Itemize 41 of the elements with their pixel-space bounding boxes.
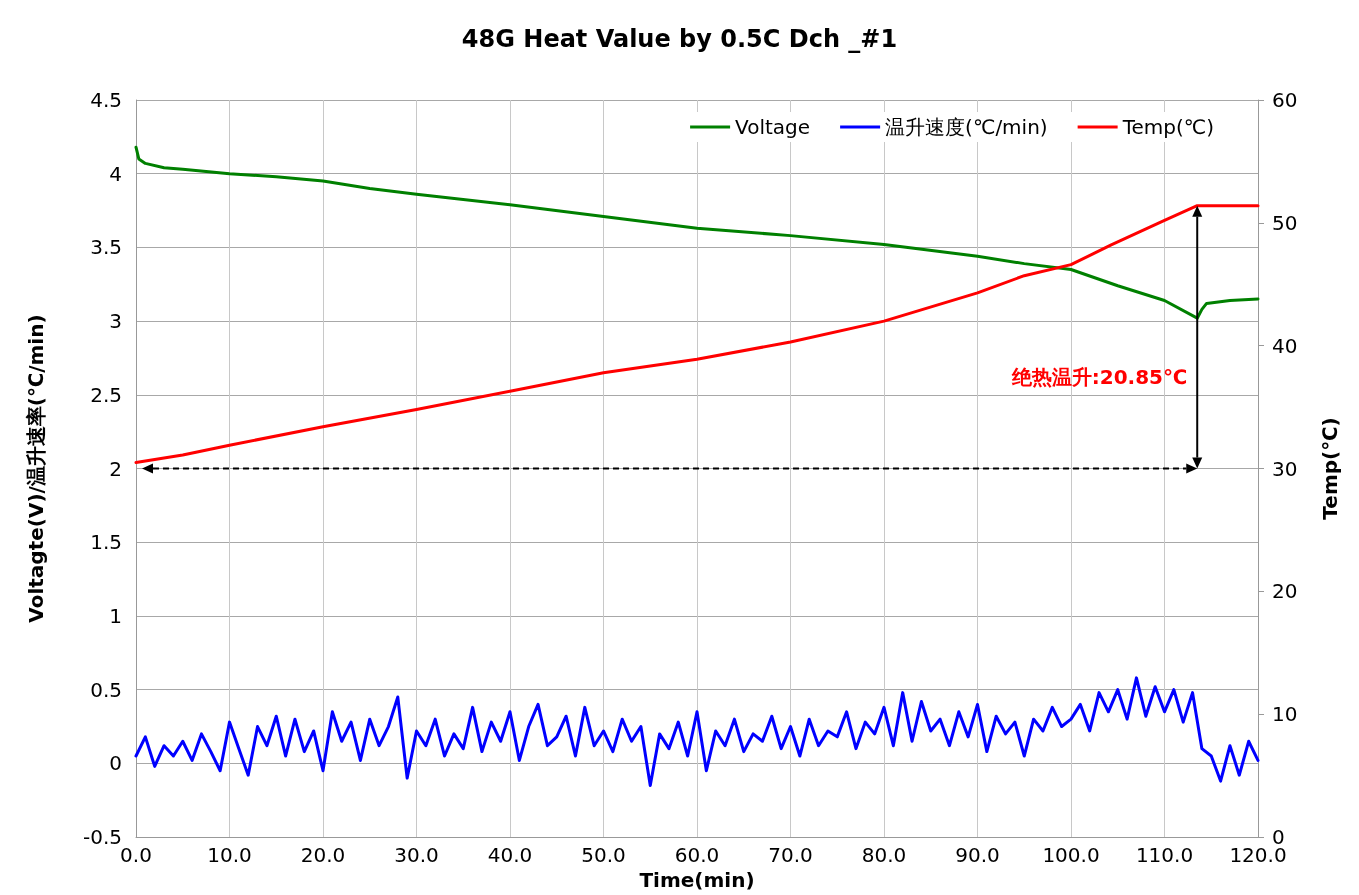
- y-tick-label: 3: [109, 309, 122, 334]
- x-tick-label: 100.0: [1042, 843, 1100, 868]
- y2-tick-label: 60: [1272, 88, 1298, 112]
- line-series: [134, 676, 1260, 787]
- y2-axis-title: Temp(℃): [1318, 417, 1342, 520]
- x-tick-label: 30.0: [394, 843, 439, 868]
- line-series: [134, 204, 1260, 464]
- y-tick-label: 1.5: [90, 530, 122, 555]
- x-tick-label: 10.0: [207, 843, 252, 868]
- legend-label: Voltage: [735, 115, 811, 139]
- y-tick-label: 4.5: [90, 88, 122, 112]
- y-tick-label: 1: [109, 603, 122, 628]
- y-tick-label: 0.5: [90, 677, 122, 702]
- x-tick-label: 40.0: [487, 843, 533, 868]
- x-tick-label: 0.0: [120, 843, 152, 868]
- x-tick-label: 60.0: [674, 843, 720, 868]
- y-tick-label: 2: [109, 456, 122, 481]
- y2-tick-label: 30: [1272, 456, 1298, 481]
- x-tick-label: 80.0: [861, 843, 907, 868]
- y2-tick-label: 50: [1272, 210, 1298, 235]
- x-tick-label: 50.0: [581, 843, 626, 868]
- line-series: [134, 145, 1260, 320]
- y-tick-label: 4: [109, 161, 122, 186]
- x-tick-label: 20.0: [300, 843, 346, 868]
- x-tick-label: 70.0: [768, 843, 813, 868]
- legend-label: 温升速度(℃/min): [885, 115, 1048, 139]
- y2-tick-label: 20: [1272, 579, 1298, 604]
- annotation: 绝热温升:20.85℃: [1010, 365, 1188, 390]
- y2-tick-label: 40: [1272, 333, 1298, 358]
- y-tick-label: 3.5: [90, 235, 122, 260]
- chart-title: 48G Heat Value by 0.5C Dch _#1: [461, 25, 898, 53]
- y-axis-title: Voltagte(V)/温升速率(℃/min): [24, 314, 48, 623]
- x-axis-title: Time(min): [639, 868, 755, 892]
- x-tick-label: 110.0: [1135, 843, 1194, 868]
- legend-label: Temp(℃): [1121, 115, 1215, 139]
- y-tick-label: 2.5: [90, 382, 122, 407]
- y2-tick-label: 10: [1272, 702, 1298, 727]
- y-tick-label: 0: [109, 751, 122, 776]
- x-tick-label: 120.0: [1229, 843, 1287, 868]
- y-tick-label: -0.5: [82, 825, 122, 850]
- x-tick-label: 90.0: [955, 843, 1000, 868]
